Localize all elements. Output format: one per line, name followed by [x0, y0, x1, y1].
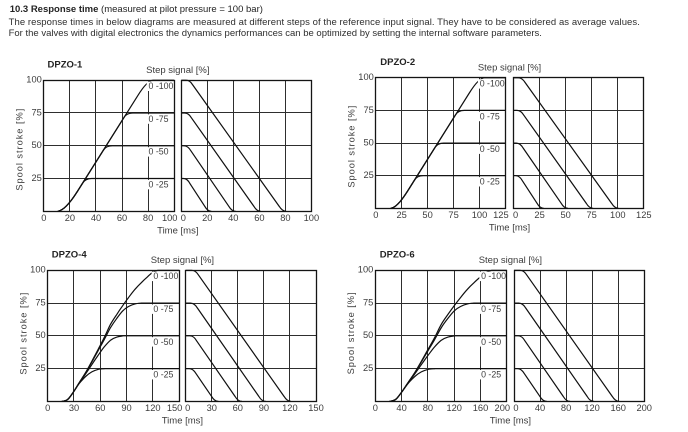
- svg-text:0: 0: [373, 210, 378, 220]
- svg-text:50: 50: [363, 138, 373, 148]
- svg-text:50: 50: [422, 210, 432, 220]
- svg-text:0 -100: 0 -100: [149, 81, 174, 91]
- svg-text:Spool stroke [%]: Spool stroke [%]: [347, 105, 357, 188]
- svg-text:100: 100: [358, 265, 374, 275]
- svg-text:160: 160: [610, 403, 626, 413]
- svg-text:120: 120: [282, 403, 298, 413]
- svg-text:25: 25: [534, 210, 544, 220]
- svg-text:0 -25: 0 -25: [153, 370, 173, 380]
- svg-text:Spool stroke [%]: Spool stroke [%]: [346, 291, 356, 374]
- svg-text:40: 40: [91, 213, 101, 223]
- svg-text:0 -100: 0 -100: [153, 271, 178, 281]
- svg-text:DPZO-1: DPZO-1: [48, 60, 84, 71]
- svg-text:40: 40: [535, 403, 545, 413]
- svg-text:100: 100: [162, 213, 178, 223]
- svg-text:120: 120: [584, 403, 600, 413]
- svg-text:Step signal [%]: Step signal [%]: [479, 255, 542, 266]
- svg-text:30: 30: [69, 403, 79, 413]
- svg-text:Time [ms]: Time [ms]: [490, 416, 531, 427]
- svg-text:Spool stroke [%]: Spool stroke [%]: [18, 292, 28, 375]
- svg-text:0 -100: 0 -100: [480, 79, 505, 89]
- svg-text:Time [ms]: Time [ms]: [162, 416, 203, 427]
- svg-text:80: 80: [561, 403, 571, 413]
- svg-text:100: 100: [610, 210, 626, 220]
- svg-text:100: 100: [26, 75, 42, 85]
- svg-text:Spool stroke [%]: Spool stroke [%]: [15, 108, 25, 191]
- svg-text:Step signal [%]: Step signal [%]: [478, 63, 541, 74]
- svg-text:100: 100: [30, 265, 46, 275]
- svg-text:40: 40: [396, 403, 406, 413]
- svg-text:80: 80: [143, 213, 153, 223]
- svg-text:100: 100: [304, 213, 320, 223]
- svg-text:75: 75: [35, 298, 45, 308]
- svg-text:50: 50: [363, 330, 373, 340]
- svg-text:0 -50: 0 -50: [481, 337, 501, 347]
- svg-text:160: 160: [473, 403, 489, 413]
- svg-text:0: 0: [185, 403, 190, 413]
- svg-text:20: 20: [65, 213, 75, 223]
- svg-text:75: 75: [587, 210, 597, 220]
- svg-text:Step signal [%]: Step signal [%]: [151, 255, 214, 266]
- svg-text:0: 0: [41, 213, 46, 223]
- svg-text:50: 50: [31, 140, 41, 150]
- svg-text:50: 50: [561, 210, 571, 220]
- svg-text:75: 75: [448, 210, 458, 220]
- svg-text:0: 0: [513, 210, 518, 220]
- svg-text:75: 75: [363, 105, 373, 115]
- svg-text:150: 150: [308, 403, 324, 413]
- svg-text:75: 75: [363, 298, 373, 308]
- svg-text:60: 60: [233, 403, 243, 413]
- svg-text:20: 20: [202, 213, 212, 223]
- svg-text:25: 25: [31, 173, 41, 183]
- svg-text:25: 25: [35, 363, 45, 373]
- svg-text:100: 100: [358, 72, 374, 82]
- svg-text:0 -25: 0 -25: [149, 179, 169, 189]
- svg-text:75: 75: [31, 107, 41, 117]
- svg-text:50: 50: [35, 330, 45, 340]
- svg-text:DPZO-2: DPZO-2: [380, 57, 415, 68]
- svg-text:0 -75: 0 -75: [481, 304, 501, 314]
- svg-text:Time [ms]: Time [ms]: [489, 223, 530, 234]
- svg-text:0 -25: 0 -25: [481, 370, 501, 380]
- svg-text:60: 60: [117, 213, 127, 223]
- svg-text:0 -75: 0 -75: [480, 111, 500, 121]
- svg-text:0 -50: 0 -50: [480, 144, 500, 154]
- svg-text:DPZO-4: DPZO-4: [52, 250, 88, 261]
- svg-text:80: 80: [423, 403, 433, 413]
- svg-text:90: 90: [121, 403, 131, 413]
- svg-text:125: 125: [636, 210, 652, 220]
- svg-text:25: 25: [363, 363, 373, 373]
- svg-text:Time [ms]: Time [ms]: [157, 226, 198, 237]
- svg-text:0 -75: 0 -75: [149, 114, 169, 124]
- svg-text:120: 120: [446, 403, 462, 413]
- svg-text:125: 125: [493, 210, 509, 220]
- svg-text:200: 200: [636, 403, 652, 413]
- svg-text:0 -75: 0 -75: [153, 304, 173, 314]
- svg-text:40: 40: [228, 213, 238, 223]
- svg-text:0: 0: [513, 403, 518, 413]
- svg-text:100: 100: [472, 210, 488, 220]
- svg-text:90: 90: [259, 403, 269, 413]
- svg-text:80: 80: [280, 213, 290, 223]
- svg-text:0: 0: [45, 403, 50, 413]
- svg-text:0 -50: 0 -50: [149, 147, 169, 157]
- svg-text:120: 120: [145, 403, 161, 413]
- svg-text:30: 30: [207, 403, 217, 413]
- svg-text:60: 60: [95, 403, 105, 413]
- svg-text:0: 0: [373, 403, 378, 413]
- svg-text:0 -100: 0 -100: [481, 271, 506, 281]
- svg-text:200: 200: [495, 403, 511, 413]
- svg-text:0: 0: [181, 213, 186, 223]
- svg-text:0 -50: 0 -50: [153, 337, 173, 347]
- svg-text:25: 25: [363, 170, 373, 180]
- svg-text:150: 150: [167, 403, 183, 413]
- svg-text:Step signal [%]: Step signal [%]: [146, 65, 209, 76]
- svg-text:25: 25: [397, 210, 407, 220]
- svg-text:60: 60: [254, 213, 264, 223]
- svg-text:0 -25: 0 -25: [480, 177, 500, 187]
- svg-text:DPZO-6: DPZO-6: [380, 250, 415, 261]
